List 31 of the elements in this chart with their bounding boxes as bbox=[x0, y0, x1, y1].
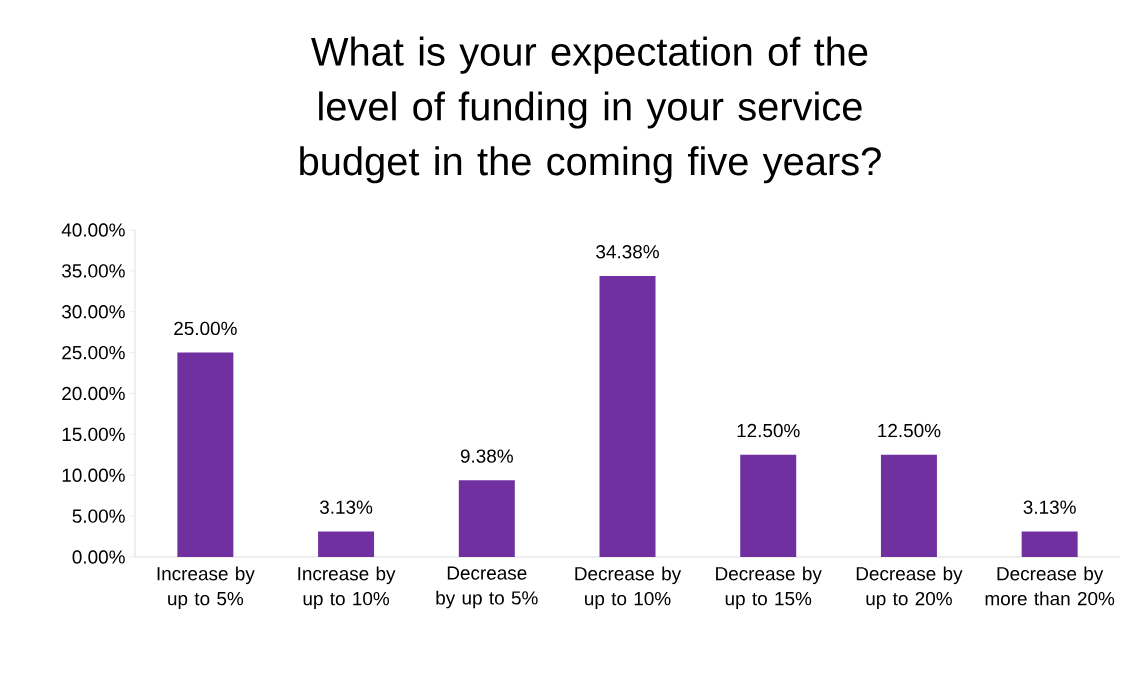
bar bbox=[318, 531, 375, 557]
y-tick-label: 25.00% bbox=[62, 345, 125, 360]
bar bbox=[1021, 531, 1078, 557]
y-tick-label: 20.00% bbox=[62, 386, 125, 401]
x-tick-label: Decrease by up to 5% bbox=[436, 566, 538, 609]
data-label: 34.38% bbox=[596, 245, 659, 259]
x-tick-label: Increase by up to 5% bbox=[157, 566, 255, 610]
data-label: 12.50% bbox=[878, 423, 941, 438]
x-tick-label: Decrease by up to 20% bbox=[856, 566, 963, 610]
chart-title: What is your expectation of the level of funding in your service budget in the coming five years? bbox=[300, 36, 881, 184]
data-label: 9.38% bbox=[460, 449, 513, 463]
y-tick-label: 35.00% bbox=[62, 264, 125, 278]
bar bbox=[458, 480, 515, 557]
y-tick-label: 0.00% bbox=[72, 550, 125, 564]
data-label: 25.00% bbox=[174, 321, 237, 336]
x-tick-label: Decrease by more than 20% bbox=[985, 566, 1115, 606]
bar bbox=[740, 454, 797, 557]
bar bbox=[880, 454, 937, 557]
y-tick-label: 40.00% bbox=[61, 223, 125, 237]
y-tick-label: 30.00% bbox=[62, 305, 125, 319]
bar bbox=[599, 275, 656, 557]
y-tick-label: 10.00% bbox=[62, 468, 125, 482]
data-label: 3.13% bbox=[319, 500, 373, 514]
data-label: 12.50% bbox=[737, 423, 800, 438]
y-tick-label: 5.00% bbox=[72, 509, 125, 523]
bar bbox=[177, 352, 234, 557]
x-tick-label: Increase by up to 10% bbox=[298, 566, 396, 610]
x-tick-label: Decrease by up to 10% bbox=[575, 566, 682, 610]
data-label: 3.13% bbox=[1023, 500, 1076, 514]
y-tick-label: 15.00% bbox=[62, 427, 125, 442]
x-tick-label: Decrease by up to 15% bbox=[716, 566, 822, 610]
